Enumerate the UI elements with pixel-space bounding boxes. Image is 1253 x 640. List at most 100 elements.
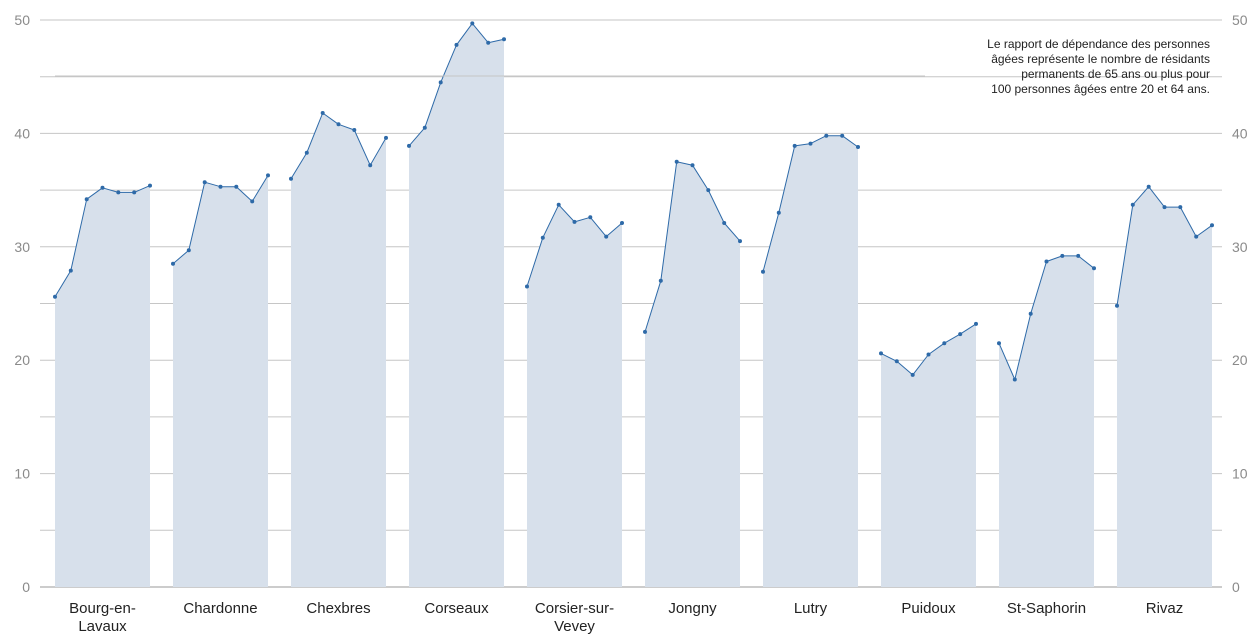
data-point xyxy=(604,234,609,239)
data-point xyxy=(1012,377,1017,382)
group-area xyxy=(881,323,976,587)
data-point xyxy=(407,143,411,148)
data-point xyxy=(761,269,765,274)
y-tick-label-right: 10 xyxy=(1232,466,1248,482)
data-point xyxy=(186,248,191,253)
data-point xyxy=(148,183,152,188)
category-label-line: Lavaux xyxy=(78,618,127,635)
data-point xyxy=(1130,202,1135,207)
data-point xyxy=(856,145,860,149)
note-line: permanents de 65 ans ou plus pour xyxy=(1021,67,1210,81)
category-label: Jongny xyxy=(668,600,717,617)
category-label: Corsier-sur-Vevey xyxy=(535,600,614,635)
group-area xyxy=(763,135,858,587)
data-point xyxy=(320,111,325,115)
data-point xyxy=(643,329,647,334)
category-label: Lutry xyxy=(794,600,828,617)
data-point xyxy=(1210,223,1214,228)
data-point xyxy=(738,239,742,244)
group-area xyxy=(291,113,386,587)
data-point xyxy=(470,21,475,26)
category-label-line: Jongny xyxy=(668,600,717,617)
data-point xyxy=(368,163,373,168)
group-area xyxy=(999,255,1094,587)
data-point xyxy=(1044,259,1049,264)
group-area xyxy=(527,204,622,588)
data-point xyxy=(958,332,963,337)
data-point xyxy=(422,125,427,130)
data-point xyxy=(588,215,593,220)
data-point xyxy=(132,190,137,195)
annotation-note: Le rapport de dépendance des personnes âg… xyxy=(55,37,1210,96)
note-line: âgées représente le nombre de résidants xyxy=(991,52,1210,66)
data-point xyxy=(706,188,711,193)
y-tick-label-right: 50 xyxy=(1232,12,1248,28)
data-point xyxy=(502,37,506,42)
data-point xyxy=(171,261,175,266)
category-label-line: Chexbres xyxy=(306,600,370,617)
data-point xyxy=(438,80,443,85)
data-point xyxy=(304,150,309,155)
y-tick-label-left: 30 xyxy=(14,239,30,255)
data-point xyxy=(266,173,270,178)
category-label-line: Puidoux xyxy=(901,600,956,617)
category-labels: Bourg-en-Lavaux Chardonne Chexbres Corseaux… xyxy=(69,600,1183,635)
data-point xyxy=(116,190,121,195)
data-point xyxy=(250,199,255,204)
data-point xyxy=(1060,253,1065,258)
data-point xyxy=(942,341,947,346)
data-point xyxy=(824,133,829,138)
data-point xyxy=(1092,266,1096,271)
data-point xyxy=(1146,184,1151,189)
data-point xyxy=(792,143,797,148)
data-point xyxy=(808,141,813,146)
data-point xyxy=(674,159,679,164)
category-label: Chardonne xyxy=(183,600,257,617)
data-point xyxy=(289,176,293,181)
y-tick-label-right: 0 xyxy=(1232,579,1240,595)
note-line: 100 personnes âgées entre 20 et 64 ans. xyxy=(991,82,1210,96)
data-point xyxy=(525,284,529,289)
group-area xyxy=(409,23,504,587)
category-label-line: Bourg-en- xyxy=(69,600,136,617)
data-point xyxy=(879,351,883,356)
category-label-line: Corseaux xyxy=(424,600,489,617)
group-area xyxy=(173,175,268,587)
data-point xyxy=(997,341,1001,346)
data-point xyxy=(690,163,695,168)
data-point xyxy=(776,210,781,215)
y-tick-label-left: 0 xyxy=(22,579,30,595)
category-label-line: Lutry xyxy=(794,600,828,617)
y-tick-label-left: 20 xyxy=(14,352,30,368)
y-tick-label-left: 40 xyxy=(14,125,30,141)
data-point xyxy=(1028,311,1033,316)
category-label-line: Vevey xyxy=(554,618,595,635)
data-point xyxy=(486,40,491,45)
data-point xyxy=(926,352,931,357)
data-point xyxy=(1194,234,1199,239)
data-point xyxy=(53,294,57,299)
data-point xyxy=(556,202,561,207)
y-tick-label-right: 40 xyxy=(1232,125,1248,141)
category-label: Rivaz xyxy=(1146,600,1184,617)
data-point xyxy=(1076,253,1081,258)
data-point xyxy=(840,133,845,138)
data-point xyxy=(202,180,207,185)
group-areas xyxy=(55,23,1212,588)
y-axis-ticks: 0 0 10 10 20 20 30 30 40 40 50 50 xyxy=(14,12,1247,595)
y-tick-label-right: 20 xyxy=(1232,352,1248,368)
data-point xyxy=(658,278,663,283)
data-point xyxy=(100,185,105,190)
note-line: Le rapport de dépendance des personnes xyxy=(987,37,1210,51)
y-tick-label-left: 10 xyxy=(14,466,30,482)
data-point xyxy=(218,184,223,189)
group-area xyxy=(55,185,150,587)
data-point xyxy=(454,42,459,47)
category-label: St-Saphorin xyxy=(1007,600,1086,617)
category-label-line: Rivaz xyxy=(1146,600,1184,617)
data-point xyxy=(974,321,978,326)
data-point xyxy=(384,135,388,140)
category-label: Bourg-en-Lavaux xyxy=(69,600,136,635)
